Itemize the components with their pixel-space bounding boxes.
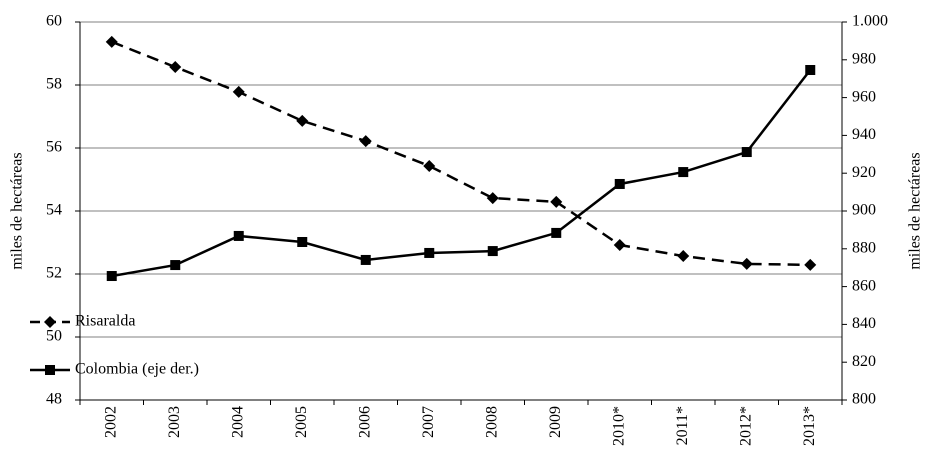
- y2-tick-label: 960: [852, 88, 876, 105]
- x-tick-label: 2006: [356, 406, 373, 438]
- x-tick-label: 2003: [166, 406, 183, 438]
- marker: [423, 159, 436, 172]
- marker: [740, 257, 753, 270]
- x-tick-label: 2012*: [737, 406, 754, 446]
- marker: [44, 316, 56, 328]
- x-tick-label: 2013*: [801, 406, 818, 446]
- marker: [741, 147, 752, 158]
- y2-tick-label: 860: [852, 277, 876, 294]
- y-tick-label: 54: [46, 202, 62, 219]
- y2-tick-label: 920: [852, 164, 876, 181]
- y-tick-label: 48: [46, 391, 62, 408]
- marker: [297, 236, 308, 247]
- y2-tick-label: 880: [852, 239, 876, 256]
- marker: [550, 195, 563, 208]
- marker: [551, 227, 562, 238]
- marker: [360, 254, 371, 265]
- marker: [677, 250, 690, 263]
- marker: [805, 65, 816, 76]
- marker: [296, 114, 309, 127]
- marker: [614, 178, 625, 189]
- legend-label: Risaralda: [75, 313, 135, 330]
- y2-tick-label: 840: [852, 315, 876, 332]
- legend-label: Colombia (eje der.): [75, 361, 199, 378]
- marker: [169, 61, 182, 74]
- series-line: [111, 40, 811, 267]
- y-tick-label: 56: [46, 139, 62, 156]
- x-tick-label: 2011*: [674, 406, 691, 445]
- marker: [232, 85, 245, 98]
- y2-tick-label: 1.000: [852, 13, 888, 30]
- y-tick-label: 58: [46, 76, 62, 93]
- marker: [804, 258, 817, 271]
- marker: [486, 192, 499, 205]
- y2-tick-label: 800: [852, 391, 876, 408]
- marker: [613, 239, 626, 252]
- marker: [359, 135, 372, 148]
- x-tick-label: 2007: [420, 406, 437, 438]
- y-tick-label: 50: [46, 328, 62, 345]
- x-tick-label: 2008: [483, 406, 500, 438]
- series-line: [111, 69, 812, 278]
- y2-tick-label: 940: [852, 126, 876, 143]
- marker: [487, 246, 498, 257]
- x-tick-label: 2002: [102, 406, 119, 438]
- x-tick-label: 2009: [547, 406, 564, 438]
- x-tick-label: 2005: [293, 406, 310, 438]
- marker: [424, 247, 435, 258]
- marker: [106, 271, 117, 282]
- marker: [45, 365, 55, 375]
- marker: [105, 35, 118, 48]
- y2-axis-title: miles de hectáreas: [907, 152, 924, 269]
- x-tick-label: 2004: [229, 406, 246, 438]
- y-axis-title: miles de hectáreas: [9, 152, 26, 269]
- marker: [170, 260, 181, 271]
- marker: [233, 230, 244, 241]
- y2-tick-label: 820: [852, 353, 876, 370]
- y2-tick-label: 900: [852, 202, 876, 219]
- y-tick-label: 60: [46, 13, 62, 30]
- y2-tick-label: 980: [852, 50, 876, 67]
- x-tick-label: 2010*: [610, 406, 627, 446]
- marker: [678, 167, 689, 178]
- y-tick-label: 52: [46, 265, 62, 282]
